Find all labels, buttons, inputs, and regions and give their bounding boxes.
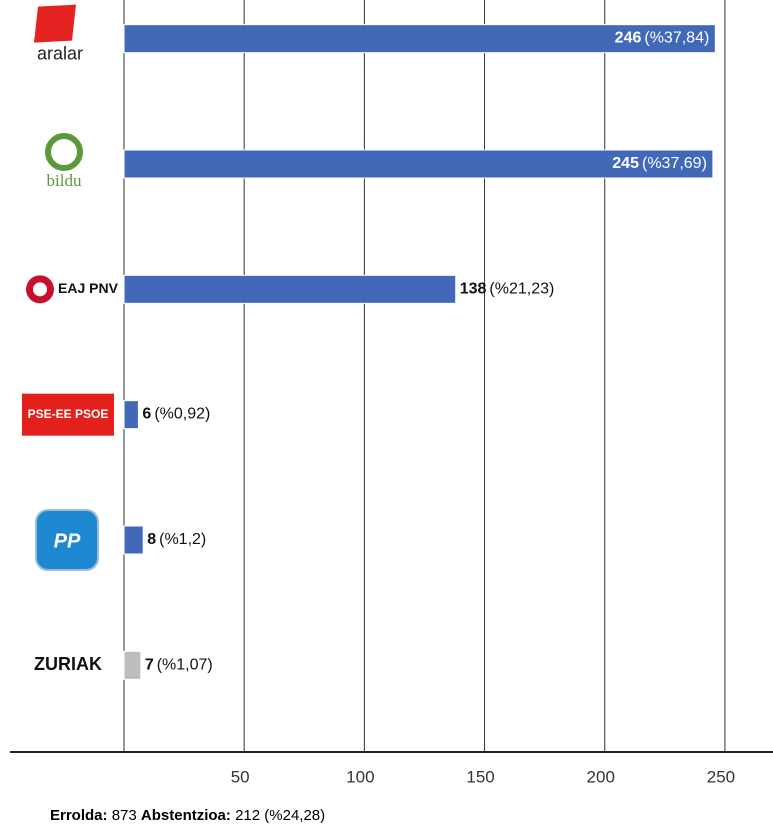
category-label: PSE-EE PSOE [28,407,109,421]
footer-label: Abstentzioa: [141,807,231,824]
value-label: 8 (%1,2) [147,531,206,548]
value-label: 245 (%37,69) [612,155,707,172]
logo-shape [34,4,76,43]
value-number: 246 [615,30,642,47]
category-logo: PP [35,509,99,571]
bar [123,274,457,304]
value-percent: (%37,69) [642,155,707,172]
x-tick-label: 250 [707,767,735,786]
value-number: 8 [147,531,156,548]
category-label: aralar [37,43,83,63]
category-logo: aralar [34,4,83,63]
value-number: 138 [460,281,487,298]
category-logo: EAJ PNV [26,275,119,304]
value-label: 6 (%0,92) [142,406,210,423]
value-percent: (%21,23) [489,281,554,298]
bar [123,400,139,430]
bar [123,24,716,54]
value-label: 7 (%1,07) [145,657,213,674]
footer-value: 212 [235,807,260,824]
x-tick-label: 150 [466,767,494,786]
bar [123,525,144,555]
footer: Errolda: 873 Abstentzioa: 212 (%24,28) [50,807,325,824]
category-label: EAJ PNV [58,280,119,296]
x-tick-label: 50 [231,767,250,786]
value-number: 6 [142,406,151,423]
x-tick-label: 100 [346,767,374,786]
value-number: 245 [612,155,639,172]
footer-value: 873 [112,807,137,824]
category-logo: ZURIAK [34,654,102,674]
value-percent: (%1,07) [157,657,213,674]
footer-value: (%24,28) [264,807,325,824]
category-logo: bildu [45,133,83,190]
value-label: 138 (%21,23) [460,281,555,298]
value-percent: (%37,84) [644,30,709,47]
logo-shape [22,393,114,436]
category-label: bildu [47,171,82,190]
logo-shape [45,133,83,171]
footer-label: Errolda: [50,807,108,824]
x-tick-label: 200 [587,767,615,786]
category-logo: PSE-EE PSOE [22,393,114,436]
value-percent: (%1,2) [159,531,206,548]
logo-shape [33,282,47,297]
category-label: ZURIAK [34,654,102,674]
value-number: 7 [145,657,154,674]
bar [123,149,714,179]
bar [123,650,142,680]
value-label: 246 (%37,84) [615,30,710,47]
logo-shape [35,509,99,571]
value-percent: (%0,92) [154,406,210,423]
category-label: PP [54,530,81,552]
